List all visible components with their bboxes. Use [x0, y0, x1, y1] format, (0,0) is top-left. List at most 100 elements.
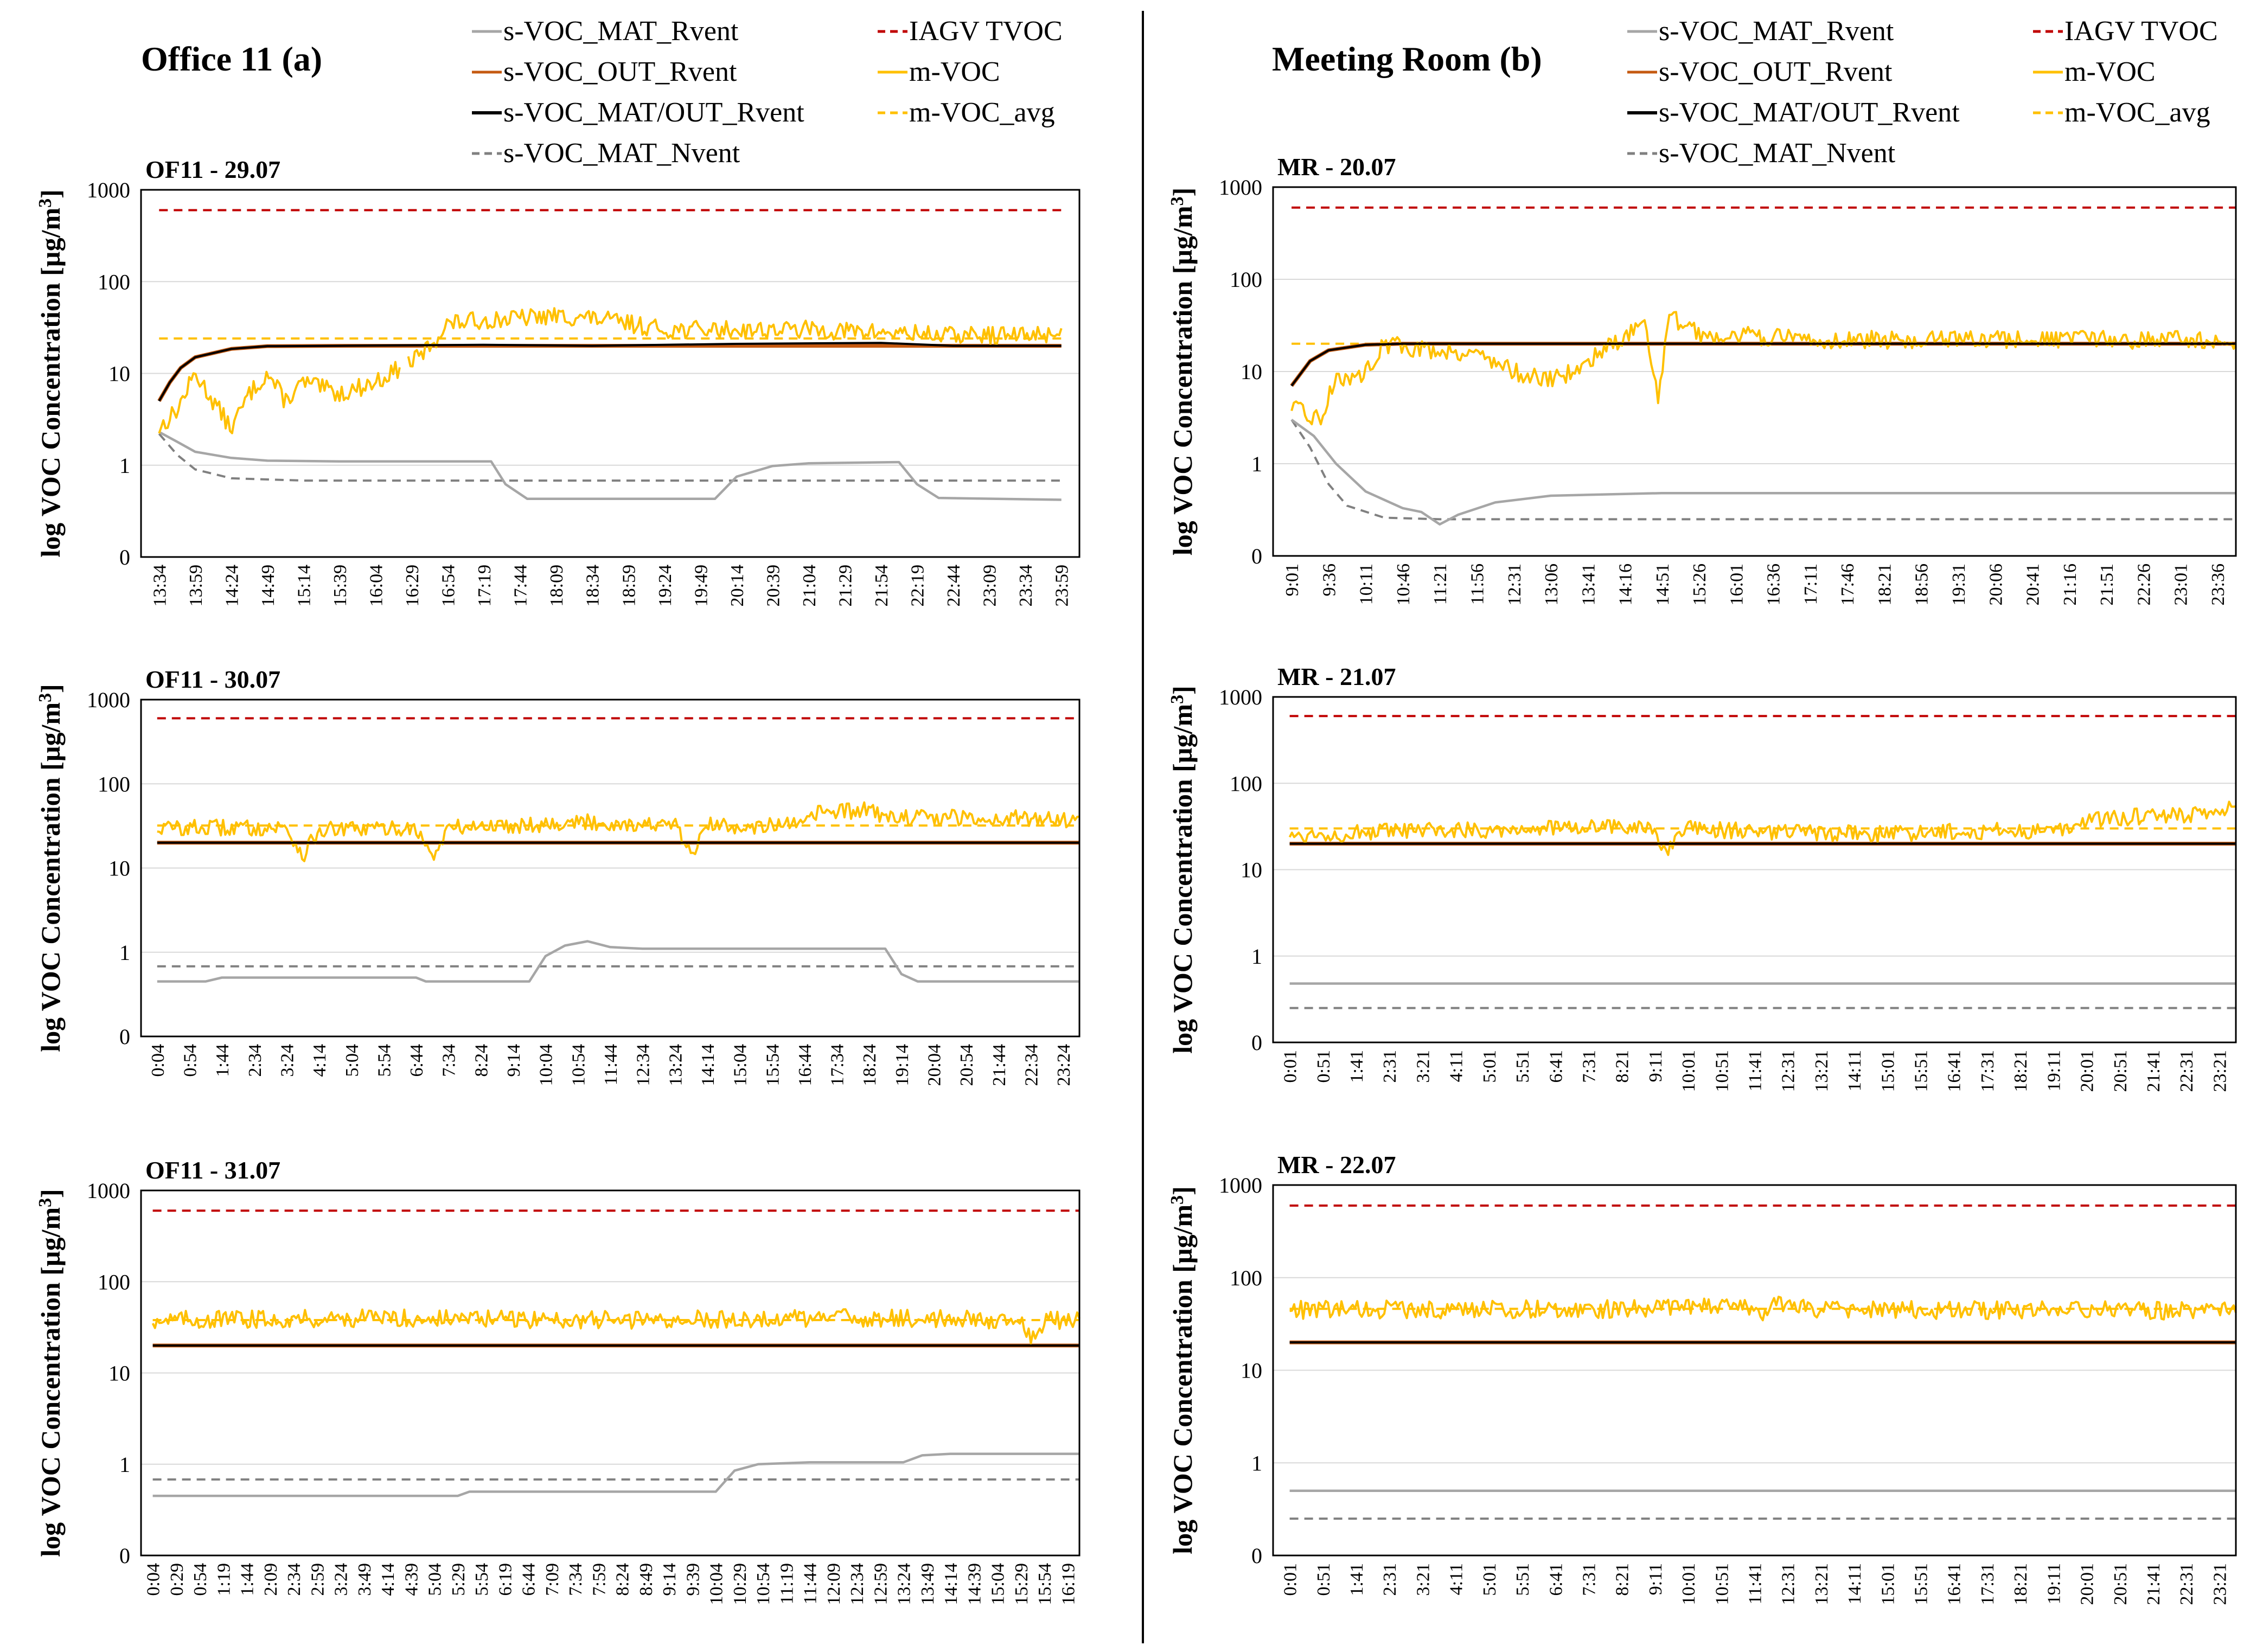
x-tick-label: 2:31 [1380, 1563, 1400, 1596]
x-tick-label: 15:29 [1012, 1563, 1032, 1605]
x-tick-label: 5:51 [1513, 1050, 1533, 1083]
x-tick-label: 2:31 [1380, 1050, 1400, 1083]
x-tick-label: 15:51 [1912, 1050, 1932, 1092]
x-tick-label: 11:41 [1746, 1563, 1766, 1604]
x-tick-label: 9:01 [1282, 564, 1302, 596]
x-tick-label: 20:51 [2111, 1050, 2131, 1092]
series-m-voc [157, 801, 1080, 862]
x-tick-label: 6:44 [519, 1563, 539, 1596]
x-tick-label: 16:01 [1727, 564, 1747, 605]
x-tick-label: 17:19 [475, 565, 495, 606]
x-tick-label: 13:06 [1542, 564, 1562, 605]
x-tick-label: 10:11 [1357, 564, 1377, 605]
y-tick-label: 100 [98, 270, 130, 294]
x-tick-label: 2:09 [261, 1563, 281, 1596]
y-axis-label: log VOC Concentration [µg/m3] [35, 1189, 66, 1557]
y-tick-label: 1 [1251, 944, 1262, 969]
x-tick-label: 7:31 [1579, 1563, 1599, 1596]
subplot-title: MR - 22.07 [1277, 1151, 1396, 1179]
x-tick-label: 14:51 [1653, 564, 1673, 605]
x-tick-label: 18:09 [547, 565, 567, 606]
x-tick-label: 22:19 [908, 565, 928, 606]
x-tick-label: 11:44 [801, 1563, 821, 1604]
y-axis-label: log VOC Concentration [µg/m3] [35, 189, 66, 558]
x-tick-label: 16:41 [1945, 1050, 1965, 1092]
x-tick-label: 14:16 [1616, 564, 1636, 605]
x-tick-label: 4:39 [401, 1563, 421, 1596]
x-tick-label: 0:01 [1281, 1050, 1301, 1083]
y-axis-label: log VOC Concentration [µg/m3] [1167, 1186, 1198, 1554]
legend-label-s-voc-mat-rvent: s-VOC_MAT_Rvent [503, 16, 739, 47]
y-tick-label: 1 [1251, 452, 1262, 476]
x-tick-label: 6:41 [1546, 1050, 1566, 1083]
x-tick-label: 16:44 [795, 1044, 815, 1086]
x-tick-label: 1:44 [238, 1563, 258, 1596]
x-tick-label: 18:34 [583, 565, 603, 606]
x-tick-label: 20:51 [2111, 1563, 2131, 1605]
y-tick-label: 10 [108, 856, 130, 881]
y-tick-label: 0 [119, 545, 130, 569]
x-tick-label: 3:24 [331, 1563, 351, 1596]
x-tick-label: 21:04 [800, 565, 820, 606]
y-tick-label: 10 [1241, 1359, 1262, 1383]
x-tick-label: 2:34 [245, 1044, 265, 1077]
x-tick-label: 4:11 [1447, 1050, 1467, 1082]
x-tick-label: 14:11 [1845, 1563, 1865, 1604]
x-tick-label: 18:21 [2011, 1563, 2031, 1605]
x-tick-label: 11:21 [1430, 564, 1450, 605]
x-tick-label: 19:49 [691, 565, 711, 606]
x-tick-label: 11:56 [1467, 564, 1487, 605]
subplot-title: OF11 - 29.07 [145, 156, 280, 183]
x-tick-label: 21:29 [836, 565, 856, 606]
x-tick-label: 12:31 [1779, 1050, 1799, 1092]
legend-label-iagv-tvoc: IAGV TVOC [2064, 16, 2218, 47]
legend-label-m-voc-avg: m-VOC_avg [909, 97, 1055, 128]
x-tick-label: 4:14 [310, 1044, 330, 1077]
x-tick-label: 13:24 [666, 1044, 686, 1086]
x-tick-label: 23:59 [1052, 565, 1072, 606]
series-s-voc-mat-out-rvent [1290, 342, 2236, 387]
plot-frame [1272, 186, 2237, 557]
x-tick-label: 12:34 [634, 1044, 654, 1086]
x-tick-label: 15:54 [1035, 1563, 1055, 1605]
panel-title-office: Office 11 (a) [141, 40, 322, 78]
x-tick-label: 15:26 [1690, 564, 1710, 605]
x-tick-label: 6:44 [407, 1044, 427, 1077]
series-s-voc-mat-out-rvent [158, 342, 1062, 402]
x-tick-label: 19:24 [655, 565, 675, 606]
x-tick-label: 13:21 [1812, 1050, 1832, 1092]
x-tick-label: 12:59 [871, 1563, 891, 1605]
x-tick-label: 3:21 [1413, 1050, 1433, 1083]
panel-title-meeting-room: Meeting Room (b) [1272, 40, 1542, 78]
x-tick-label: 1:41 [1347, 1050, 1367, 1083]
y-tick-label: 1000 [87, 178, 130, 202]
y-tick-label: 0 [1251, 544, 1262, 568]
x-tick-label: 6:19 [495, 1563, 515, 1596]
x-tick-label: 7:59 [589, 1563, 609, 1596]
x-tick-label: 7:09 [542, 1563, 562, 1596]
x-tick-label: 7:34 [566, 1563, 586, 1596]
x-tick-label: 23:21 [2210, 1563, 2230, 1605]
series-m-voc [151, 1308, 1081, 1344]
y-tick-label: 10 [108, 362, 130, 386]
x-tick-label: 15:54 [763, 1044, 783, 1086]
x-tick-label: 8:21 [1613, 1563, 1633, 1596]
x-tick-label: 18:56 [1912, 564, 1932, 605]
subplot-title: OF11 - 31.07 [145, 1156, 280, 1184]
x-tick-label: 5:54 [374, 1044, 394, 1077]
x-tick-label: 12:31 [1505, 564, 1525, 605]
x-tick-label: 5:54 [472, 1563, 492, 1596]
plot-frame [1272, 1184, 2237, 1557]
x-tick-label: 10:51 [1712, 1050, 1732, 1092]
x-tick-label: 10:29 [730, 1563, 750, 1605]
series-m-voc [1288, 801, 2236, 856]
y-tick-label: 10 [1241, 858, 1262, 882]
y-tick-label: 1000 [87, 1179, 130, 1203]
x-tick-label: 10:04 [536, 1044, 557, 1086]
legend-label-s-voc-mat-out-rvent: s-VOC_MAT/OUT_Rvent [1659, 97, 1960, 128]
